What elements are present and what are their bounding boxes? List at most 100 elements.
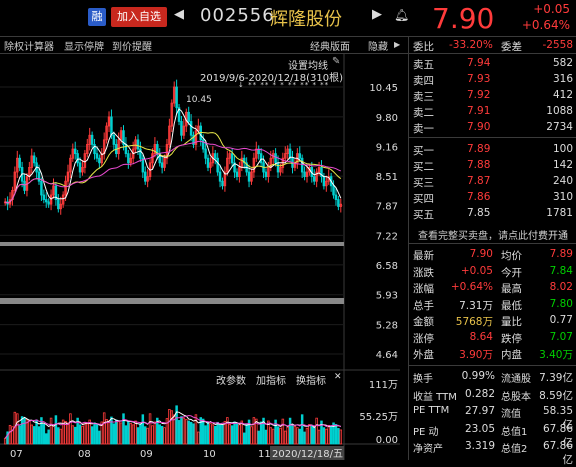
- switch-indicator-button[interactable]: 换指标: [296, 376, 326, 387]
- bid-price[interactable]: 7.88: [467, 159, 491, 171]
- ask-price[interactable]: 7.90: [467, 121, 491, 133]
- volume-bar: [30, 424, 34, 445]
- add-indicator-button[interactable]: 加指标: [256, 376, 286, 387]
- candle-body: [105, 125, 108, 141]
- candle-body: [242, 157, 246, 164]
- stat-label: 涨停: [413, 332, 434, 345]
- volume-bar: [66, 422, 70, 445]
- margin-trading-badge[interactable]: 融: [88, 8, 106, 26]
- ask-volume: 582: [552, 57, 573, 69]
- stat-label: 外盘: [413, 349, 434, 361]
- volume-bar: [81, 425, 84, 445]
- candle-body: [122, 130, 125, 145]
- ask-price[interactable]: 7.91: [467, 105, 491, 117]
- ask-price[interactable]: 7.94: [467, 57, 491, 69]
- ex-rights-calculator-button[interactable]: 除权计算器: [4, 42, 54, 53]
- volume-bar: [211, 424, 215, 445]
- stat-value: 8.02: [549, 281, 573, 293]
- fund-value: 7.39亿: [539, 372, 573, 384]
- volume-bar: [105, 419, 108, 445]
- candle-body: [13, 171, 17, 191]
- bid-price[interactable]: 7.87: [467, 175, 491, 187]
- candle-body: [315, 171, 318, 182]
- candle-body: [175, 86, 178, 109]
- hide-button[interactable]: 隐藏: [368, 42, 388, 53]
- ask-price[interactable]: 7.93: [467, 73, 491, 85]
- wei-bi-label: 委比: [413, 41, 434, 53]
- stat-value: 7.84: [549, 264, 573, 277]
- candle-body: [136, 139, 140, 150]
- volume-bar: [216, 421, 219, 445]
- candle-body: [223, 171, 227, 187]
- volume-tick-label: 111万: [369, 380, 398, 391]
- bid-label: 买三: [413, 177, 434, 189]
- stat-label: 均价: [501, 250, 522, 262]
- candle-body: [141, 157, 145, 173]
- x-axis-label: 07: [10, 449, 23, 460]
- set-ma-button[interactable]: 设置均线: [288, 61, 328, 72]
- kline-chart[interactable]: 10.45 9.80 9.16 8.51 7.87 7.22 6.58 5.93 5.28 4.6…: [0, 54, 400, 460]
- volume-bar: [325, 428, 328, 445]
- candle-body: [228, 153, 231, 159]
- stock-name: 辉隆股份: [270, 9, 342, 30]
- candle-body: [100, 153, 104, 164]
- classic-layout-button[interactable]: 经典版面: [310, 42, 350, 53]
- volume-bar: [129, 423, 132, 445]
- volume-bar: [158, 424, 161, 445]
- candle-body: [214, 153, 217, 159]
- volume-bar: [303, 431, 306, 445]
- event-markers[interactable]: ↓ ** ** * * ** ** * **: [238, 81, 330, 89]
- candle-body: [47, 201, 50, 205]
- volume-bar: [279, 427, 282, 445]
- volume-bar: [264, 429, 268, 445]
- candle-body: [204, 148, 207, 159]
- volume-bar: [52, 424, 55, 445]
- quote-header: 融 加入自选 ◀ 002556 辉隆股份 ▶ 🔔︎ 7.90 +0.05 +0.…: [0, 0, 576, 37]
- price-alert-button[interactable]: 到价提醒: [112, 42, 152, 53]
- volume-bar: [45, 433, 48, 445]
- stat-value: 7.90: [469, 248, 493, 260]
- next-stock-icon[interactable]: ▶: [372, 7, 382, 22]
- edit-params-button[interactable]: 改参数: [216, 376, 246, 387]
- pin-icon[interactable]: ✎: [332, 56, 341, 67]
- fund-label: 总值1: [501, 426, 528, 438]
- bid-price[interactable]: 7.85: [467, 207, 491, 219]
- candle-body: [73, 148, 77, 155]
- volume-bar: [187, 420, 190, 445]
- collapse-arrow-icon[interactable]: ▶: [394, 40, 401, 49]
- candle-body: [64, 180, 67, 196]
- candle-body: [52, 185, 55, 196]
- candle-body: [160, 162, 164, 168]
- full-orderbook-link[interactable]: 查看完整买卖盘，请点此付费开通: [409, 227, 576, 242]
- ask-price[interactable]: 7.92: [467, 89, 491, 101]
- volume-bar: [37, 426, 41, 445]
- candle-body: [303, 171, 306, 178]
- paid-activate-link[interactable]: 付费开通: [528, 231, 568, 242]
- stat-label: 量比: [501, 316, 522, 328]
- stat-label: 最新: [413, 250, 434, 262]
- volume-bar: [329, 426, 333, 445]
- price-tick-label: 5.28: [376, 321, 398, 332]
- close-indicator-icon[interactable]: ✕: [334, 372, 342, 382]
- volume-bar: [252, 417, 256, 445]
- candle-body: [325, 180, 328, 187]
- candle-body: [206, 157, 210, 168]
- bid-price[interactable]: 7.86: [467, 191, 491, 203]
- add-to-watchlist-button[interactable]: 加入自选: [111, 7, 167, 27]
- candle-body: [250, 171, 253, 182]
- volume-bar: [175, 405, 178, 445]
- volume-bar: [276, 426, 280, 445]
- volume-bar: [90, 426, 94, 445]
- full-orderbook-text: 查看完整买卖盘，请点此: [418, 231, 528, 242]
- volume-bar: [334, 424, 338, 445]
- alert-bell-icon[interactable]: 🔔︎: [394, 8, 410, 22]
- candle-body: [143, 171, 147, 182]
- volume-bar: [64, 420, 67, 445]
- volume-bar: [284, 430, 287, 445]
- show-suspension-button[interactable]: 显示停牌: [64, 42, 104, 53]
- candle-body: [298, 153, 301, 159]
- prev-stock-icon[interactable]: ◀: [174, 7, 184, 22]
- volume-bar: [95, 424, 99, 445]
- candle-body: [264, 171, 268, 178]
- bid-price[interactable]: 7.89: [467, 143, 491, 155]
